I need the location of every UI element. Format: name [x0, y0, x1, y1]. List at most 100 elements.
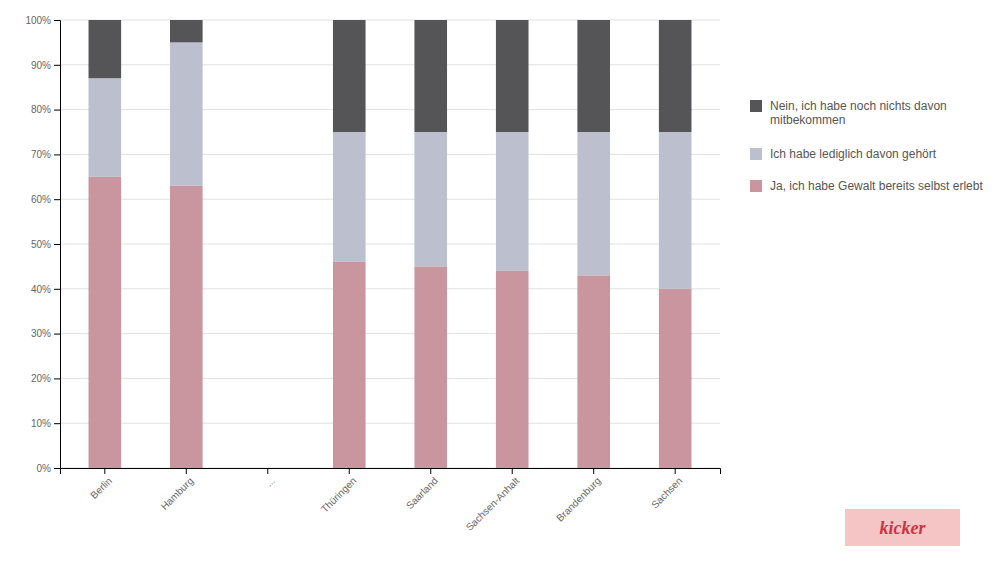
tick-mark [54, 423, 60, 424]
tick-label: Sachsen [649, 475, 684, 510]
tick: Hamburg [159, 468, 196, 512]
y-axis: 0% 10% 20% 30% 40% 50% 60% 70% 80% 90% 100% [25, 15, 60, 474]
tick-label: 0% [37, 463, 52, 474]
axis-line [61, 469, 721, 475]
tick-mark [54, 468, 60, 469]
bar-segment [251, 468, 284, 469]
grid-line [60, 199, 720, 200]
grid-line [60, 109, 720, 110]
grid-line [60, 423, 720, 424]
bar-segment [170, 20, 203, 42]
tick-label: 30% [31, 328, 51, 339]
tick-mark [349, 468, 350, 474]
tick: Brandenburg [554, 468, 603, 524]
bar-segment [333, 20, 366, 132]
bar-segment [414, 266, 447, 468]
tick: 30% [31, 328, 60, 339]
legend-item: Ich habe lediglich davon gehört [750, 147, 937, 161]
tick-mark [267, 468, 268, 474]
bar-segment [659, 132, 692, 289]
bar-segment [89, 78, 122, 177]
bar-segment [659, 289, 692, 468]
tick: 70% [31, 149, 60, 160]
tick: ... [263, 468, 277, 489]
grid-line [60, 244, 720, 245]
tick: 60% [31, 194, 60, 205]
tick-mark [54, 289, 60, 290]
legend-item: Ja, ich habe Gewalt bereits selbst erleb… [750, 179, 983, 193]
tick-mark [54, 199, 60, 200]
tick: 50% [31, 239, 60, 250]
bars [89, 20, 692, 468]
chart: 0% 10% 20% 30% 40% 50% 60% 70% 80% 90% 100% Berlin H… [0, 0, 1000, 563]
tick-label: 20% [31, 373, 51, 384]
legend-swatch [750, 180, 762, 192]
tick-mark [54, 378, 60, 379]
grid [60, 20, 720, 468]
tick-label: 50% [31, 239, 51, 250]
axis-line [54, 21, 61, 469]
tick-label: 40% [31, 284, 51, 295]
bar-segment [251, 468, 284, 469]
tick-mark [54, 334, 60, 335]
tick-label: Hamburg [159, 475, 196, 512]
tick-label: Saarland [404, 475, 440, 511]
tick-label: 80% [31, 104, 51, 115]
tick: Sachsen [649, 468, 684, 510]
legend-swatch [750, 148, 762, 160]
tick-mark [593, 468, 594, 474]
tick-label: 90% [31, 60, 51, 71]
legend-label: Ich habe lediglich davon gehört [770, 147, 937, 161]
tick-mark [54, 244, 60, 245]
tick-label: Berlin [88, 475, 114, 501]
grid-line [60, 154, 720, 155]
bar-segment [577, 275, 610, 468]
tick: 40% [31, 284, 60, 295]
tick-mark [675, 468, 676, 474]
legend-label-line: mitbekommen [770, 113, 845, 127]
grid-line [60, 288, 720, 289]
tick-mark [54, 110, 60, 111]
tick-mark [54, 20, 60, 21]
tick: Berlin [88, 468, 114, 501]
legend-label: Nein, ich habe noch nichts davonmitbekom… [770, 99, 947, 127]
legend: Nein, ich habe noch nichts davonmitbekom… [750, 99, 983, 193]
bar-segment [496, 20, 529, 132]
tick-mark [54, 154, 60, 155]
bar-segment [333, 262, 366, 468]
tick-label: 100% [25, 15, 51, 26]
bar-segment [89, 20, 122, 78]
tick-mark [104, 468, 105, 474]
tick-mark [186, 468, 187, 474]
bar-segment [170, 186, 203, 468]
tick-label: 60% [31, 194, 51, 205]
tick: Thüringen [319, 468, 359, 515]
tick-label: 10% [31, 418, 51, 429]
logo: kicker [845, 509, 960, 546]
tick-mark [430, 468, 431, 474]
annotation: kicker [880, 518, 927, 538]
tick: 90% [31, 60, 60, 71]
bar-segment [414, 132, 447, 266]
bar-segment [496, 271, 529, 468]
legend-label-line: Ich habe lediglich davon gehört [770, 147, 937, 161]
tick-label: ... [263, 475, 277, 489]
bar-segment [251, 468, 284, 469]
legend-label-line: Nein, ich habe noch nichts davon [770, 99, 947, 113]
legend-label-line: Ja, ich habe Gewalt bereits selbst erleb… [770, 179, 983, 193]
grid-line [60, 64, 720, 65]
plot: 0% 10% 20% 30% 40% 50% 60% 70% 80% 90% 100% Berlin H… [25, 15, 720, 533]
tick-label: 70% [31, 149, 51, 160]
tick: 20% [31, 373, 60, 384]
bar-segment [170, 42, 203, 185]
tick: Sachsen-Anhalt [464, 468, 522, 533]
tick-mark [54, 65, 60, 66]
bar-segment [659, 20, 692, 132]
legend-label: Ja, ich habe Gewalt bereits selbst erleb… [770, 179, 983, 193]
bar-segment [577, 132, 610, 275]
legend-item: Nein, ich habe noch nichts davonmitbekom… [750, 99, 947, 127]
logo-box [845, 509, 960, 546]
tick: 100% [25, 15, 60, 26]
grid-line [60, 378, 720, 379]
bar-segment [496, 132, 529, 271]
